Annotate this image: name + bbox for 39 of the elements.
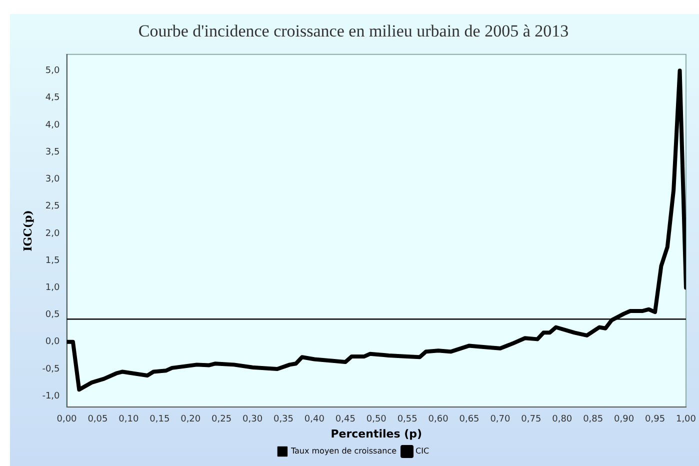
y-tick-label: 3,0 xyxy=(45,174,60,185)
x-tick-label: 1,00 xyxy=(676,414,696,425)
x-tick-label: 0,95 xyxy=(644,414,666,425)
x-tick-label: 0,80 xyxy=(552,414,572,425)
x-tick-label: 0,50 xyxy=(366,414,387,425)
y-tick-label: 1,0 xyxy=(45,283,60,293)
y-tick-label: -1,0 xyxy=(42,391,60,402)
x-tick-label: 0,30 xyxy=(242,414,263,425)
x-tick-label: 0,60 xyxy=(428,414,449,425)
y-tick-label: 0,5 xyxy=(45,310,60,320)
y-tick-label: 2,5 xyxy=(45,202,60,212)
y-tick-label: 4,5 xyxy=(45,93,60,104)
x-tick-label: 0,00 xyxy=(56,414,78,425)
y-tick-label: 1,5 xyxy=(45,256,60,266)
y-tick-label: 4,0 xyxy=(45,120,60,130)
y-axis-title: IGC(p) xyxy=(21,210,34,252)
y-tick-label: -0,5 xyxy=(42,364,60,374)
x-tick-label: 0,70 xyxy=(490,414,511,425)
legend-label: CIC xyxy=(416,446,430,456)
legend-label: Taux moyen de croissance xyxy=(290,446,397,456)
x-tick-label: 0,55 xyxy=(397,414,418,425)
x-tick-label: 0,90 xyxy=(614,414,634,425)
x-tick-label: 0,65 xyxy=(459,414,480,425)
x-tick-label: 0,05 xyxy=(88,414,108,425)
x-tick-label: 0,85 xyxy=(583,414,604,425)
x-tick-label: 0,25 xyxy=(212,414,232,425)
x-tick-label: 0,35 xyxy=(273,414,294,425)
chart-title: Courbe d'incidence croissance en milieu urbain de 2005 à 2013 xyxy=(138,22,569,41)
x-tick-label: 0,75 xyxy=(521,414,542,425)
x-tick-label: 0,40 xyxy=(304,414,325,425)
x-axis-title: Percentiles (p) xyxy=(330,427,422,440)
x-tick-label: 0,45 xyxy=(335,414,356,425)
y-tick-label: 3,5 xyxy=(45,147,60,158)
y-tick-label: 5,0 xyxy=(45,66,60,76)
y-tick-label: 2,0 xyxy=(45,228,60,239)
y-tick-label: 0,0 xyxy=(45,337,60,348)
x-tick-label: 0,10 xyxy=(118,414,139,425)
x-tick-label: 0,20 xyxy=(180,414,201,425)
x-tick-label: 0,15 xyxy=(150,414,170,425)
